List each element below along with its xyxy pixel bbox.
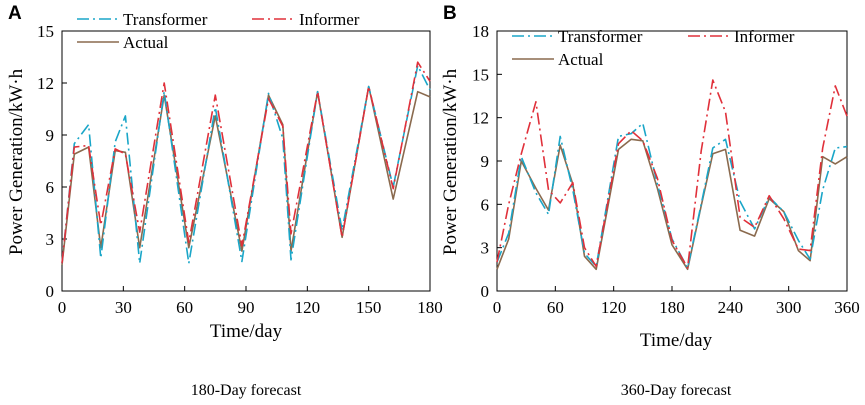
panel-b-x-tick-label: 360 bbox=[834, 298, 860, 317]
panel-a-legend-transformer-label: Transformer bbox=[123, 10, 208, 29]
panel-b-legend-transformer-label: Transformer bbox=[558, 27, 643, 46]
panel-b-y-tick-label: 15 bbox=[472, 65, 489, 84]
panel-b-letter: B bbox=[443, 3, 457, 24]
panel-a-y-tick-label: 6 bbox=[46, 178, 55, 197]
panel-a-x-tick-label: 90 bbox=[238, 298, 255, 317]
panel-a-caption: 180-Day forecast bbox=[191, 382, 302, 399]
panel-b-y-axis-title: Power Generation/kW·h bbox=[440, 68, 461, 255]
panel-a-legend-actual-label: Actual bbox=[123, 33, 169, 52]
panel-a-legend-informer-label: Informer bbox=[299, 10, 360, 29]
panel-b-series-informer-line bbox=[496, 79, 848, 269]
panel-b-y-tick-label: 0 bbox=[481, 282, 490, 301]
panel-b-y-tick-label: 12 bbox=[472, 109, 489, 128]
panel-b-x-tick-label: 300 bbox=[776, 298, 802, 317]
panel-a-y-tick-label: 9 bbox=[46, 126, 55, 145]
panel-a-x-tick-label: 30 bbox=[115, 298, 132, 317]
panel-b-x-tick-label: 0 bbox=[493, 298, 502, 317]
panel-b-x-axis-title: Time/day bbox=[640, 330, 713, 351]
panel-b-x-tick-label: 180 bbox=[659, 298, 685, 317]
panel-b-x-tick-label: 120 bbox=[601, 298, 627, 317]
panel-a-axes-frame bbox=[61, 30, 431, 292]
panel-b-y-tick-label: 6 bbox=[481, 195, 490, 214]
panel-a-x-tick-label: 120 bbox=[295, 298, 321, 317]
panel-a-x-axis-title: Time/day bbox=[210, 321, 283, 342]
panel-a-series-informer-line bbox=[61, 61, 431, 264]
panel-b-caption: 360-Day forecast bbox=[621, 382, 732, 399]
panel-b-y-tick-label: 9 bbox=[481, 152, 490, 171]
panel-b-x-tick-label: 60 bbox=[547, 298, 564, 317]
panel-a-letter: A bbox=[8, 3, 22, 24]
panel-b-y-tick-label: 18 bbox=[472, 22, 489, 41]
panel-a-x-tick-label: 150 bbox=[356, 298, 382, 317]
panel-a-y-axis-title: Power Generation/kW·h bbox=[6, 68, 27, 255]
panel-a-y-tick-label: 12 bbox=[37, 74, 54, 93]
panel-a-series-transformer-line bbox=[61, 64, 431, 265]
panel-a-x-tick-label: 60 bbox=[176, 298, 193, 317]
panel-a-y-tick-label: 15 bbox=[37, 22, 54, 41]
panel-b-legend-informer-label: Informer bbox=[734, 27, 795, 46]
panel-b-legend-actual-label: Actual bbox=[558, 50, 604, 69]
panel-a-y-tick-label: 0 bbox=[46, 282, 55, 301]
panel-a-x-tick-label: 180 bbox=[417, 298, 443, 317]
panel-a-x-tick-label: 0 bbox=[58, 298, 67, 317]
panel-b-axes-frame bbox=[496, 30, 848, 292]
panel-b-y-tick-label: 3 bbox=[481, 239, 490, 258]
panel-a-y-tick-label: 3 bbox=[46, 230, 55, 249]
panel-b-x-tick-label: 240 bbox=[718, 298, 744, 317]
